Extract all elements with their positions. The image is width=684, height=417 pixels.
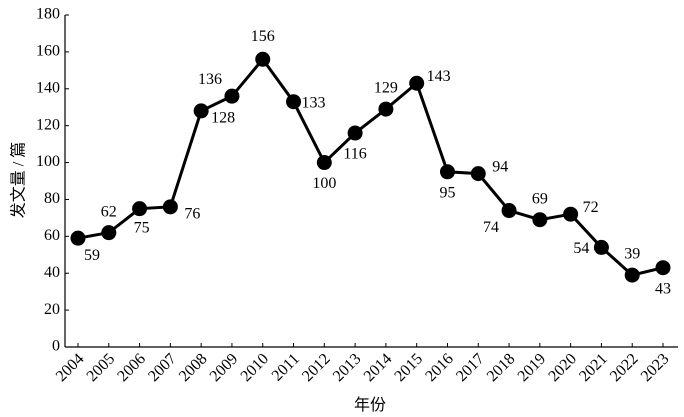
data-point — [224, 88, 240, 104]
data-label: 156 — [251, 28, 275, 45]
x-tick-label: 2014 — [361, 350, 396, 385]
x-tick-label: 2009 — [207, 350, 242, 385]
data-point — [532, 212, 548, 228]
data-label: 95 — [439, 184, 455, 201]
data-point — [101, 225, 117, 241]
data-point — [439, 164, 455, 180]
data-point — [132, 201, 148, 217]
data-point — [255, 51, 271, 67]
data-point — [378, 101, 394, 117]
data-label: 43 — [655, 280, 671, 297]
x-tick-label: 2016 — [422, 350, 457, 385]
x-tick-label: 2010 — [238, 350, 273, 385]
data-label: 62 — [101, 203, 117, 220]
x-tick-label: 2023 — [638, 350, 673, 385]
x-tick-label: 2004 — [53, 350, 88, 385]
x-tick-label: 2020 — [545, 350, 580, 385]
data-point — [347, 125, 363, 141]
x-tick-label: 2015 — [391, 350, 426, 385]
data-point — [563, 206, 579, 222]
data-label: 76 — [184, 205, 200, 222]
data-label: 143 — [427, 68, 451, 85]
data-label: 116 — [343, 146, 366, 163]
y-tick-label: 180 — [36, 6, 60, 23]
y-tick-label: 0 — [52, 338, 60, 355]
data-label: 59 — [84, 247, 100, 264]
y-axis-label: 发文量 / 篇 — [10, 142, 28, 218]
x-axis-label: 年份 — [354, 396, 386, 414]
x-tick-label: 2006 — [114, 350, 149, 385]
data-point — [409, 75, 425, 91]
y-tick-label: 120 — [36, 116, 60, 133]
x-tick-label: 2017 — [453, 350, 488, 385]
x-tick-label: 2019 — [515, 350, 550, 385]
data-point — [316, 155, 332, 171]
data-point — [162, 199, 178, 215]
x-tick-label: 2012 — [299, 350, 334, 385]
y-tick-label: 40 — [44, 264, 60, 281]
y-tick-label: 20 — [44, 301, 60, 318]
x-tick-label: 2008 — [176, 350, 211, 385]
data-label: 69 — [532, 190, 548, 207]
data-point — [70, 230, 86, 246]
data-point — [655, 260, 671, 276]
data-point — [193, 103, 209, 119]
data-label: 129 — [374, 80, 398, 97]
data-label: 128 — [211, 110, 235, 127]
y-tick-label: 160 — [36, 43, 60, 60]
data-label: 39 — [624, 246, 640, 263]
data-point — [624, 267, 640, 283]
data-point — [286, 94, 302, 110]
x-tick-label: 2021 — [576, 350, 611, 385]
data-label: 133 — [302, 94, 326, 111]
x-tick-label: 2018 — [484, 350, 519, 385]
data-point — [470, 166, 486, 182]
data-point — [593, 239, 609, 255]
x-tick-label: 2022 — [607, 350, 642, 385]
x-tick-label: 2005 — [84, 350, 119, 385]
x-tick-label: 2007 — [145, 350, 180, 385]
data-label: 136 — [198, 71, 222, 88]
y-tick-label: 140 — [36, 79, 60, 96]
x-tick-label: 2011 — [269, 350, 303, 384]
data-point — [501, 203, 517, 219]
y-tick-label: 60 — [44, 227, 60, 244]
x-tick-label: 2013 — [330, 350, 365, 385]
data-label: 94 — [492, 158, 508, 175]
data-label: 54 — [573, 240, 589, 257]
y-tick-label: 100 — [36, 153, 60, 170]
data-label: 72 — [583, 199, 599, 216]
data-label: 75 — [134, 219, 150, 236]
data-label: 100 — [312, 175, 336, 192]
y-tick-label: 80 — [44, 190, 60, 207]
data-label: 74 — [483, 219, 499, 236]
